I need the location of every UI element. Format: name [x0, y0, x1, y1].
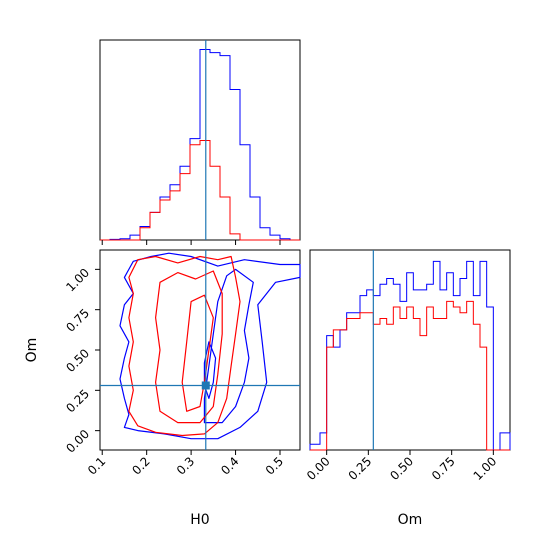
- y-axis-label-om: Om: [24, 338, 40, 363]
- joint-xtick-label-2: 0.3: [174, 454, 197, 477]
- joint-contour-0: [119, 252, 301, 440]
- om-xtick-label-4: 1.00: [471, 454, 500, 483]
- joint-ytick-label-2: 0.50: [63, 346, 92, 375]
- joint-contour-3: [128, 255, 241, 437]
- joint-ytick-label-0: 0.00: [63, 427, 92, 456]
- joint-xtick-label-1: 0.2: [129, 454, 152, 477]
- om-xtick-label-1: 0.25: [346, 454, 375, 483]
- joint-xtick-label-4: 0.5: [263, 454, 286, 477]
- x-axis-label-om: Om: [398, 512, 423, 528]
- joint-contour-panel: [100, 250, 301, 450]
- h0-hist-frame: [99, 39, 301, 241]
- h0-histogram: [100, 40, 300, 241]
- om-xtick-label-2: 0.50: [387, 454, 416, 483]
- h0-hist-series-blue: [100, 49, 300, 241]
- om-xtick-label-3: 0.75: [429, 454, 458, 483]
- om-histogram: [309, 250, 511, 451]
- om-hist-series-blue: [309, 260, 511, 451]
- h0-hist-series-red: [100, 139, 300, 241]
- om-hist-series-red: [310, 300, 510, 451]
- joint-ytick-label-4: 1.00: [63, 266, 92, 295]
- joint-contour-2: [203, 341, 217, 399]
- joint-contour-4: [155, 270, 223, 424]
- joint-contour-5: [181, 294, 214, 412]
- om-xtick-label-0: 0.00: [304, 454, 333, 483]
- joint-truth-marker: [201, 381, 210, 390]
- joint-contour-1: [203, 268, 254, 424]
- joint-ytick-label-3: 0.75: [63, 306, 92, 335]
- joint-xtick-label-3: 0.4: [218, 454, 241, 477]
- joint-xtick-label-0: 0.1: [85, 454, 108, 477]
- joint-ytick-label-1: 0.25: [63, 387, 92, 416]
- x-axis-label-h0: H0: [190, 512, 209, 528]
